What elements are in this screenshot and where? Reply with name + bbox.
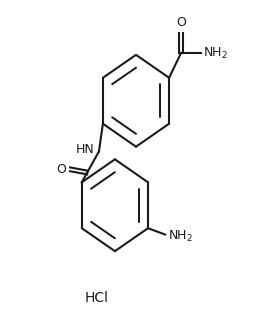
- Text: HN: HN: [76, 143, 95, 156]
- Text: O: O: [176, 16, 186, 29]
- Text: O: O: [56, 163, 66, 176]
- Text: NH$_2$: NH$_2$: [203, 46, 228, 61]
- Text: NH$_2$: NH$_2$: [168, 228, 193, 244]
- Text: HCl: HCl: [84, 291, 109, 305]
